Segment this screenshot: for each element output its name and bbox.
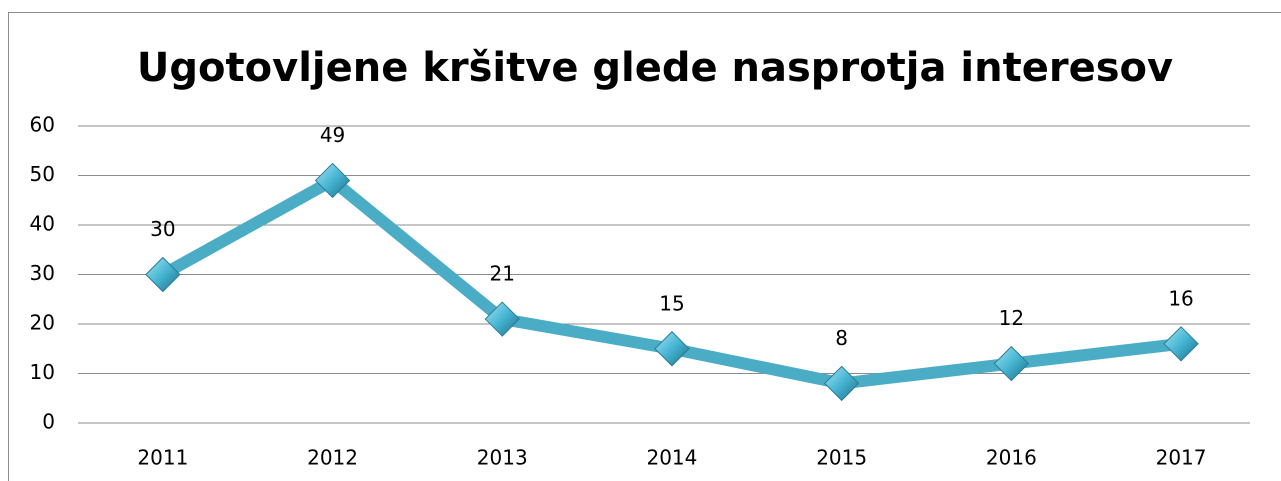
y-tick-label: 50	[30, 162, 55, 186]
data-label: 30	[150, 217, 175, 241]
data-label: 49	[320, 123, 345, 147]
x-tick-label: 2011	[137, 446, 188, 470]
data-label: 15	[659, 291, 684, 315]
chart-title: Ugotovljene kršitve glede nasprotja inte…	[137, 45, 1173, 91]
data-label: 12	[999, 306, 1024, 330]
y-tick-label: 60	[30, 113, 55, 137]
marker	[993, 345, 1030, 382]
x-tick-label: 2016	[986, 446, 1037, 470]
chart-frame	[8, 12, 1281, 481]
data-label: 8	[835, 326, 848, 350]
y-tick-label: 0	[42, 410, 55, 434]
data-label: 21	[490, 262, 515, 286]
marker	[484, 301, 520, 337]
x-tick-label: 2015	[816, 446, 867, 470]
marker	[314, 162, 351, 199]
y-tick-label: 30	[30, 261, 55, 285]
x-tick-label: 2012	[307, 446, 358, 470]
marker	[1163, 326, 1199, 362]
x-tick-label: 2014	[646, 446, 697, 470]
data-label: 16	[1168, 286, 1193, 310]
x-tick-label: 2017	[1156, 446, 1207, 470]
marker	[145, 256, 181, 293]
y-tick-label: 40	[30, 212, 55, 236]
x-tick-label: 2013	[477, 446, 528, 470]
marker	[654, 331, 690, 367]
y-tick-label: 10	[30, 360, 55, 384]
marker	[823, 365, 860, 402]
y-tick-label: 20	[30, 311, 55, 335]
